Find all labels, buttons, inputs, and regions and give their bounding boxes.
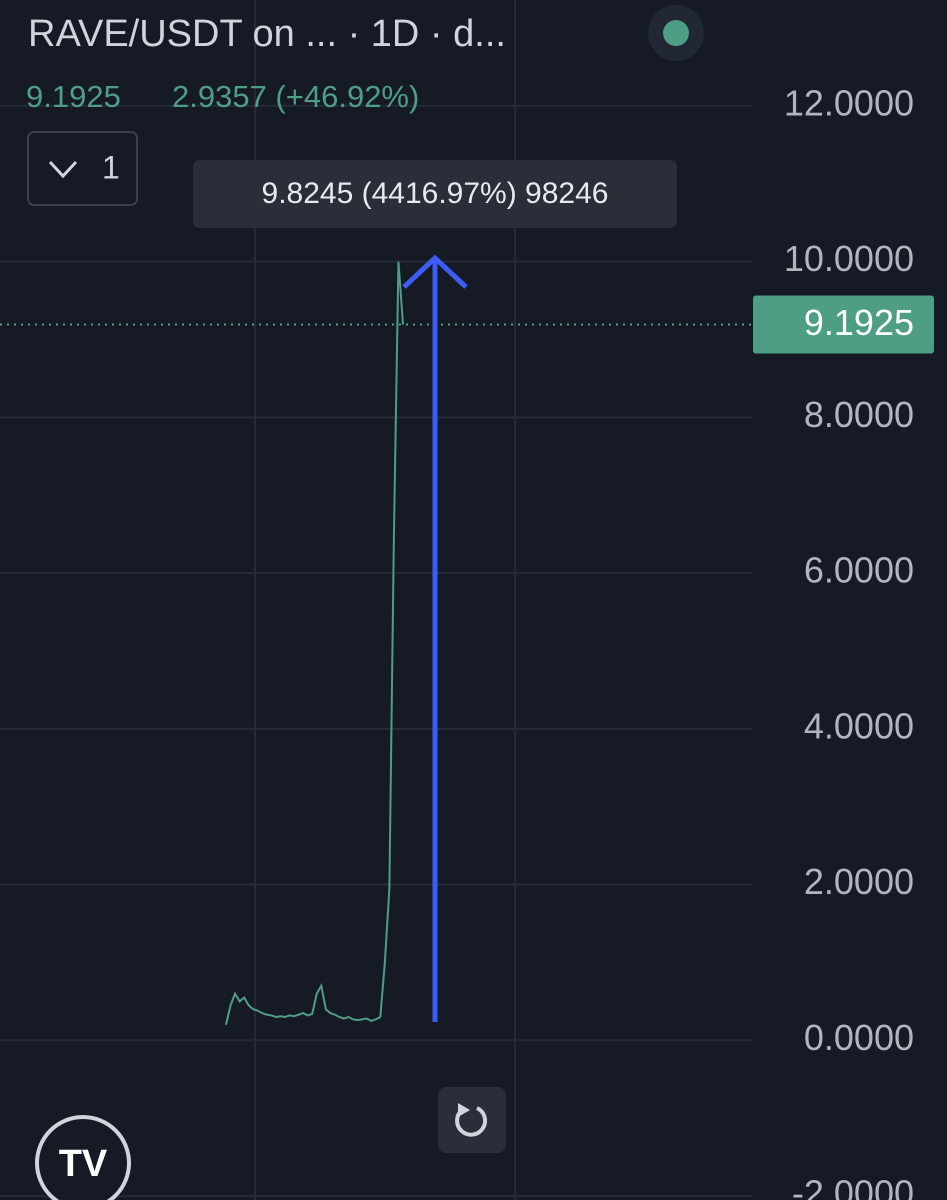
y-tick-label: 0.0000: [804, 1017, 914, 1058]
tooltip-bg: [193, 160, 677, 228]
tooltip: 9.8245 (4416.97%) 98246: [262, 177, 609, 210]
price-change: 2.9357 (+46.92%): [172, 79, 419, 114]
arrow-head: [402, 254, 468, 289]
indicator-toggle[interactable]: [27, 131, 138, 206]
logo-mark: TV: [59, 1143, 108, 1185]
logo[interactable]: [35, 1115, 131, 1200]
reset-icon: [455, 1106, 488, 1137]
price-line: [225, 261, 404, 1026]
y-tick-label: 10.0000: [784, 238, 914, 279]
reset-icon-tip: [458, 1103, 470, 1117]
y-tick-label: 2.0000: [804, 861, 914, 902]
symbol-title: RAVE/USDT on ... · 1D · d...: [28, 13, 506, 55]
last-price: 9.1925: [26, 79, 121, 114]
chevron: [48, 160, 78, 179]
y-tick-label: 4.0000: [804, 705, 914, 746]
y-tick-label: 6.0000: [804, 550, 914, 591]
price-tag: [753, 295, 934, 354]
status-dot: [663, 20, 689, 46]
price-tag-label: 9.1925: [804, 302, 914, 343]
y-tick-label: -2.0000: [792, 1173, 914, 1200]
indicator-count: 1: [102, 149, 120, 185]
y-tick-label: 8.0000: [804, 394, 914, 435]
reset-button[interactable]: [438, 1087, 506, 1153]
y-tick-label: 12.0000: [784, 82, 914, 123]
